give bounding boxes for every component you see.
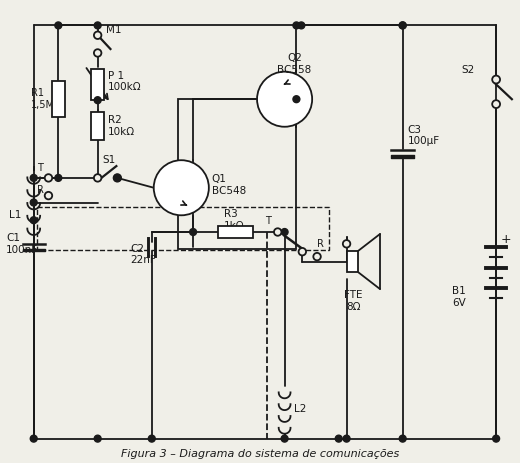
Text: Q2
BC558: Q2 BC558	[277, 53, 311, 75]
Circle shape	[148, 435, 155, 442]
Text: B1
6V: B1 6V	[452, 286, 465, 308]
Circle shape	[298, 248, 306, 256]
Circle shape	[298, 22, 305, 29]
Circle shape	[55, 175, 62, 181]
Text: T: T	[37, 163, 43, 173]
Circle shape	[94, 49, 101, 56]
Circle shape	[335, 435, 342, 442]
Circle shape	[314, 253, 321, 260]
Circle shape	[113, 174, 121, 181]
Circle shape	[281, 229, 288, 236]
Circle shape	[293, 96, 300, 103]
Circle shape	[94, 22, 101, 29]
Bar	[37, 207, 329, 250]
Circle shape	[30, 217, 37, 224]
Text: M1: M1	[106, 25, 121, 35]
Circle shape	[399, 22, 406, 29]
Text: L1: L1	[9, 210, 21, 220]
Bar	[346, 250, 358, 272]
Circle shape	[30, 175, 37, 181]
Text: S1: S1	[102, 155, 116, 165]
Circle shape	[30, 435, 37, 442]
Circle shape	[114, 175, 121, 181]
Circle shape	[94, 31, 101, 39]
Circle shape	[94, 175, 101, 181]
Text: Figura 3 – Diagrama do sistema de comunicações: Figura 3 – Diagrama do sistema de comuni…	[121, 450, 399, 459]
Text: P 1
100kΩ: P 1 100kΩ	[108, 71, 141, 92]
Circle shape	[30, 199, 37, 206]
Circle shape	[45, 192, 52, 200]
Text: R: R	[37, 185, 44, 194]
Circle shape	[492, 75, 500, 83]
Bar	[52, 81, 64, 117]
Text: C1
100nF: C1 100nF	[6, 233, 38, 255]
Text: R1
1,5MΩ: R1 1,5MΩ	[31, 88, 62, 110]
Circle shape	[274, 228, 281, 236]
Circle shape	[281, 435, 288, 442]
Text: L2: L2	[294, 404, 307, 414]
Bar	[178, 99, 296, 249]
Circle shape	[399, 435, 406, 442]
Circle shape	[492, 435, 500, 442]
Circle shape	[293, 22, 300, 29]
Circle shape	[190, 229, 197, 236]
Text: FTE
8Ω: FTE 8Ω	[344, 290, 363, 312]
Text: Q1
BC548: Q1 BC548	[212, 174, 246, 195]
Text: T: T	[265, 216, 271, 226]
Circle shape	[94, 97, 101, 104]
Circle shape	[94, 174, 101, 181]
Circle shape	[343, 240, 350, 248]
Circle shape	[154, 160, 209, 215]
Text: R: R	[317, 239, 324, 249]
Circle shape	[94, 435, 101, 442]
Bar	[92, 69, 104, 100]
Text: R3
1kΩ: R3 1kΩ	[224, 209, 244, 231]
Text: R2
10kΩ: R2 10kΩ	[108, 115, 135, 137]
Circle shape	[55, 22, 62, 29]
Text: +: +	[501, 233, 512, 246]
Text: S2: S2	[462, 65, 475, 75]
Bar	[218, 226, 253, 238]
Text: C2
22nF: C2 22nF	[130, 244, 156, 265]
Circle shape	[399, 22, 406, 29]
Circle shape	[492, 100, 500, 108]
Circle shape	[257, 72, 312, 127]
Bar	[92, 112, 104, 139]
Circle shape	[45, 174, 52, 181]
Text: C3
100μF: C3 100μF	[408, 125, 440, 146]
Circle shape	[343, 435, 350, 442]
